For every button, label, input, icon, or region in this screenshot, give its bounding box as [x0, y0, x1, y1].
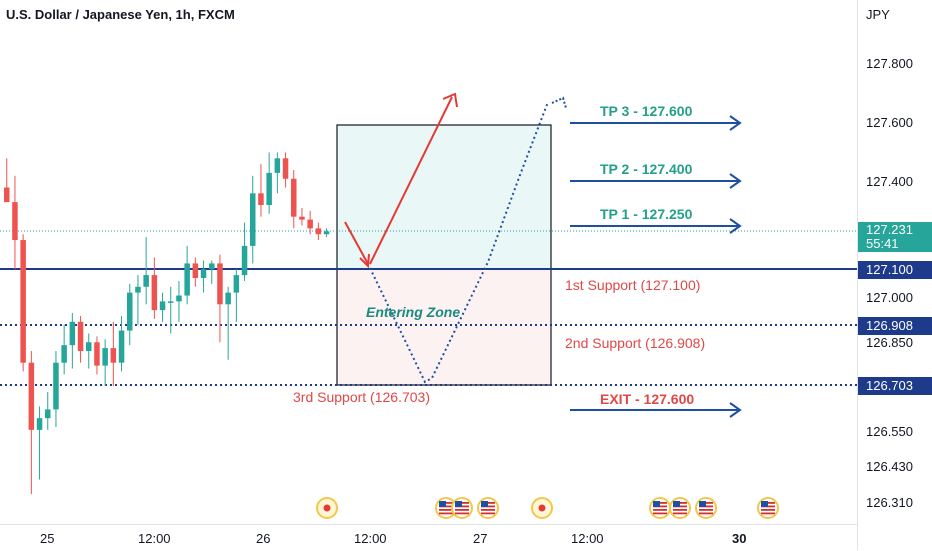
exit-label: EXIT - 127.600	[600, 391, 694, 407]
us-flag-icon[interactable]	[451, 497, 473, 519]
time-tick: 12:00	[354, 531, 387, 546]
candle-body	[217, 263, 223, 305]
red-path-arrow	[344, 92, 458, 269]
candle-body	[61, 345, 67, 363]
candle-body	[159, 301, 166, 311]
event-icons[interactable]	[316, 497, 779, 519]
candle-body	[209, 263, 215, 270]
price-tick: 126.550	[866, 424, 913, 439]
candle-body	[77, 321, 84, 352]
tp2-arrow	[570, 173, 742, 189]
us-flag-icon[interactable]	[757, 497, 779, 519]
countdown-timer: 55:41	[866, 236, 899, 251]
candle-body	[102, 348, 108, 366]
candle-body	[118, 330, 125, 363]
candle-body	[143, 275, 149, 287]
candle-body	[110, 348, 117, 363]
time-tick: 27	[473, 531, 487, 546]
candle-body	[315, 228, 322, 235]
candle-body	[266, 172, 272, 206]
price-tick: 126.310	[866, 495, 913, 510]
time-tick: 12:00	[571, 531, 604, 546]
time-tick: 26	[256, 531, 270, 546]
tp3-arrow	[570, 115, 742, 131]
candle-body	[86, 342, 92, 352]
candle-body	[307, 219, 313, 229]
support-1-label: 1st Support (127.100)	[565, 277, 700, 293]
entering-zone-label: Entering Zone	[366, 304, 460, 320]
support-3-tag: 126.703	[858, 377, 932, 395]
candle-body	[250, 193, 256, 246]
candle-body	[28, 362, 35, 430]
price-tick: 127.600	[866, 115, 913, 130]
candle-body	[282, 158, 289, 179]
tp1-arrow	[570, 218, 742, 234]
candle-body	[274, 158, 281, 173]
candle-body	[36, 418, 43, 430]
record-dot-icon[interactable]	[531, 497, 553, 519]
trade-zone-border	[336, 124, 552, 386]
candle-body	[168, 301, 174, 303]
time-tick: 25	[40, 531, 54, 546]
time-axis[interactable]: 25 12:00 26 12:00 27 12:00 30	[0, 524, 857, 551]
candle-body	[192, 263, 199, 279]
candle-body	[233, 275, 240, 293]
candle-body	[225, 292, 231, 305]
support-3-label: 3rd Support (126.703)	[293, 389, 430, 405]
time-tick: 12:00	[138, 531, 171, 546]
profit-zone	[337, 125, 551, 269]
tp1-label: TP 1 - 127.250	[600, 206, 693, 222]
us-flag-icon[interactable]	[695, 497, 717, 519]
candle-body	[53, 362, 59, 410]
candle-body	[291, 178, 297, 217]
candle-body	[323, 231, 330, 235]
record-dot-icon[interactable]	[316, 497, 338, 519]
support-2-label: 2nd Support (126.908)	[565, 335, 705, 351]
us-flag-icon[interactable]	[669, 497, 691, 519]
risk-zone	[337, 269, 551, 385]
price-tick: 127.800	[866, 56, 913, 71]
time-tick: 30	[732, 531, 746, 546]
us-flag-icon[interactable]	[477, 497, 499, 519]
chart-title: U.S. Dollar / Japanese Yen, 1h, FXCM	[6, 7, 235, 22]
price-tick: 127.400	[866, 174, 913, 189]
support-2-tag: 126.908	[858, 317, 932, 335]
candle-body	[20, 240, 26, 363]
candle-body	[200, 269, 207, 279]
currency-label: JPY	[866, 7, 890, 22]
candle-body	[258, 193, 264, 206]
us-flag-icon[interactable]	[649, 497, 671, 519]
tp2-label: TP 2 - 127.400	[600, 161, 693, 177]
candle-body	[151, 275, 158, 311]
current-price-tag: 127.231 55:41	[858, 222, 932, 252]
price-tick: 126.430	[866, 459, 913, 474]
blue-dotted-path	[369, 96, 567, 384]
price-tick: 127.000	[866, 290, 913, 305]
candle-body	[184, 263, 190, 296]
candle-body	[4, 187, 10, 203]
candle-body	[299, 216, 305, 220]
candle-body	[94, 342, 100, 366]
candle-body	[241, 245, 248, 276]
candle-body	[69, 321, 76, 346]
candle-body	[127, 292, 133, 331]
tp3-label: TP 3 - 127.600	[600, 103, 693, 119]
candle-body	[45, 409, 51, 419]
candle-body	[135, 286, 141, 293]
current-price-value: 127.231	[866, 222, 913, 237]
candle-body	[176, 295, 182, 302]
candles-group	[4, 152, 330, 495]
candle-body	[12, 202, 18, 241]
price-tick: 126.850	[866, 335, 913, 350]
exit-arrow	[570, 402, 742, 418]
support-1-tag: 127.100	[858, 261, 932, 279]
